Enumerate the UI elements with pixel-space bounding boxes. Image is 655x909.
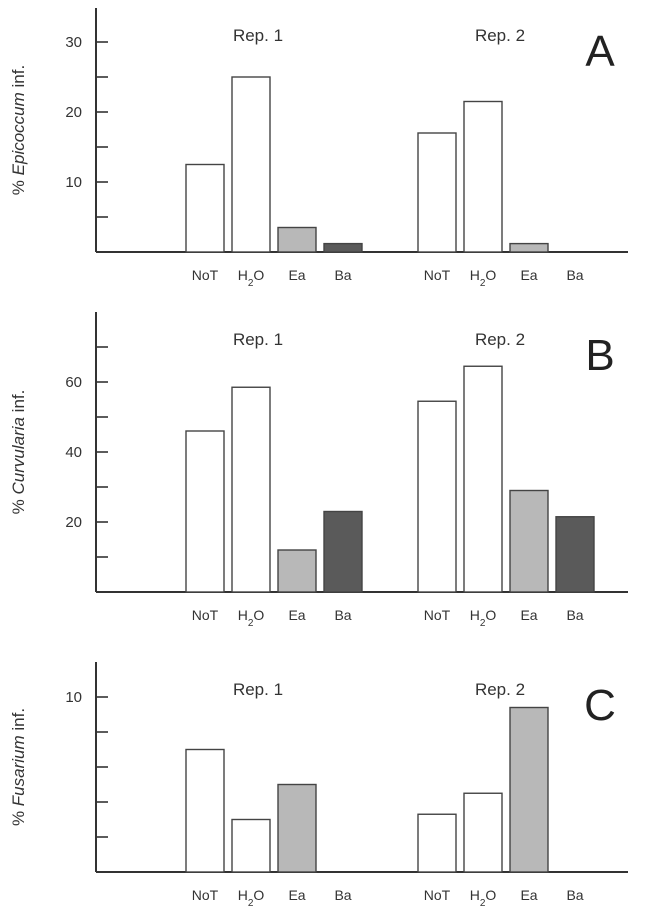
panel-letter: A: [585, 27, 615, 76]
category-label: Ba: [566, 607, 583, 623]
panel-letter: C: [584, 681, 616, 730]
y-tick-label: 10: [65, 174, 82, 191]
category-label: Ba: [566, 267, 583, 283]
bar-ea: [509, 706, 549, 873]
category-label: H2O: [470, 267, 497, 289]
y-axis-title: % Curvularia inf.: [9, 390, 28, 515]
category-label: Ba: [334, 887, 351, 903]
category-label: H2O: [470, 887, 497, 909]
bar-ba: [323, 242, 363, 253]
category-label: NoT: [192, 607, 219, 623]
bar-not: [417, 813, 457, 873]
category-label: Ea: [288, 607, 305, 623]
panel-a: 10 20 30 % Epicoccum inf. A Rep. 1 NoT H2O Ea Ba R…: [9, 8, 628, 289]
replicate-label: Rep. 1: [233, 26, 283, 45]
category-label: Ea: [520, 887, 537, 903]
bar-ba: [323, 510, 363, 593]
replicate-label: Rep. 1: [233, 680, 283, 699]
replicate-label: Rep. 2: [475, 26, 525, 45]
bar-ea: [277, 549, 317, 593]
y-tick-label: 30: [65, 34, 82, 51]
y-axis-title: % Epicoccum inf.: [9, 65, 28, 195]
bar-not: [185, 163, 225, 253]
category-label: Ba: [334, 267, 351, 283]
category-label: Ba: [334, 607, 351, 623]
y-tick-label: 20: [65, 104, 82, 121]
category-label: Ea: [288, 267, 305, 283]
y-tick-label: 20: [65, 514, 82, 531]
bar-ba: [555, 516, 595, 593]
y-tick-label: 40: [65, 444, 82, 461]
category-label: NoT: [192, 267, 219, 283]
replicate-label: Rep. 2: [475, 330, 525, 349]
bar-not: [185, 430, 225, 593]
category-label: NoT: [424, 267, 451, 283]
category-label: Ba: [566, 887, 583, 903]
category-label: NoT: [424, 607, 451, 623]
bar-not: [417, 400, 457, 593]
y-tick-label: 10: [65, 689, 82, 706]
bar-h2o: [231, 818, 271, 873]
panel-b: 20 40 60 % Curvularia inf. B Rep. 1 NoT H2O Ea Ba…: [9, 312, 628, 629]
category-label: H2O: [470, 607, 497, 629]
category-label: NoT: [192, 887, 219, 903]
category-label: Ea: [288, 887, 305, 903]
panel-c: 10 % Fusarium inf. C Rep. 1 NoT H2O Ea Ba Rep. 2…: [9, 662, 628, 909]
replicate-label: Rep. 2: [475, 680, 525, 699]
bar-ea: [509, 489, 549, 593]
category-label: H2O: [238, 607, 265, 629]
bar-h2o: [231, 76, 271, 253]
bar-h2o: [463, 100, 503, 253]
bar-h2o: [463, 365, 503, 593]
category-label: Ea: [520, 607, 537, 623]
bar-ea: [509, 242, 549, 253]
bar-ea: [277, 783, 317, 873]
bar-h2o: [231, 386, 271, 593]
category-label: Ea: [520, 267, 537, 283]
category-label: H2O: [238, 887, 265, 909]
bar-not: [185, 748, 225, 873]
bar-not: [417, 132, 457, 253]
y-axis-title: % Fusarium inf.: [9, 708, 28, 826]
panel-letter: B: [585, 331, 614, 380]
category-label: NoT: [424, 887, 451, 903]
bar-h2o: [463, 792, 503, 873]
category-label: H2O: [238, 267, 265, 289]
y-tick-label: 60: [65, 374, 82, 391]
replicate-label: Rep. 1: [233, 330, 283, 349]
bar-ea: [277, 226, 317, 253]
